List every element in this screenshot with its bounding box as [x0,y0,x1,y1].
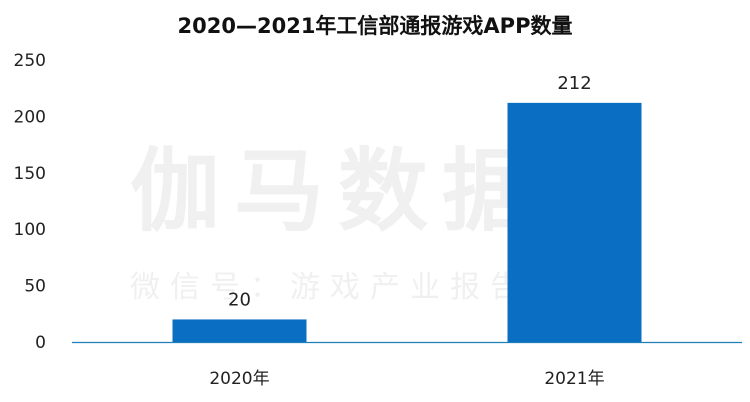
y-axis-ticks: 0 50 100 150 200 250 [14,51,46,353]
y-tick-label: 100 [14,220,46,240]
data-label: 20 [228,289,251,310]
y-tick-label: 0 [35,333,46,353]
bars [172,102,642,342]
x-tick-label: 2021年 [544,369,604,389]
bar [172,319,307,342]
bar [507,102,642,342]
chart-title: 2020—2021年工信部通报游戏APP数量 [177,14,573,38]
y-tick-label: 200 [14,107,46,127]
x-axis-ticks: 2020年 2021年 [209,369,604,389]
watermark-logo-text: 伽马数据 [130,139,546,244]
watermark-subtitle: 微信号：游戏产业报告 [130,270,530,305]
data-labels: 20 212 [228,73,592,311]
x-tick-label: 2020年 [209,369,269,389]
y-tick-label: 50 [24,277,46,297]
data-label: 212 [557,73,591,94]
y-tick-label: 250 [14,51,46,71]
y-tick-label: 150 [14,164,46,184]
